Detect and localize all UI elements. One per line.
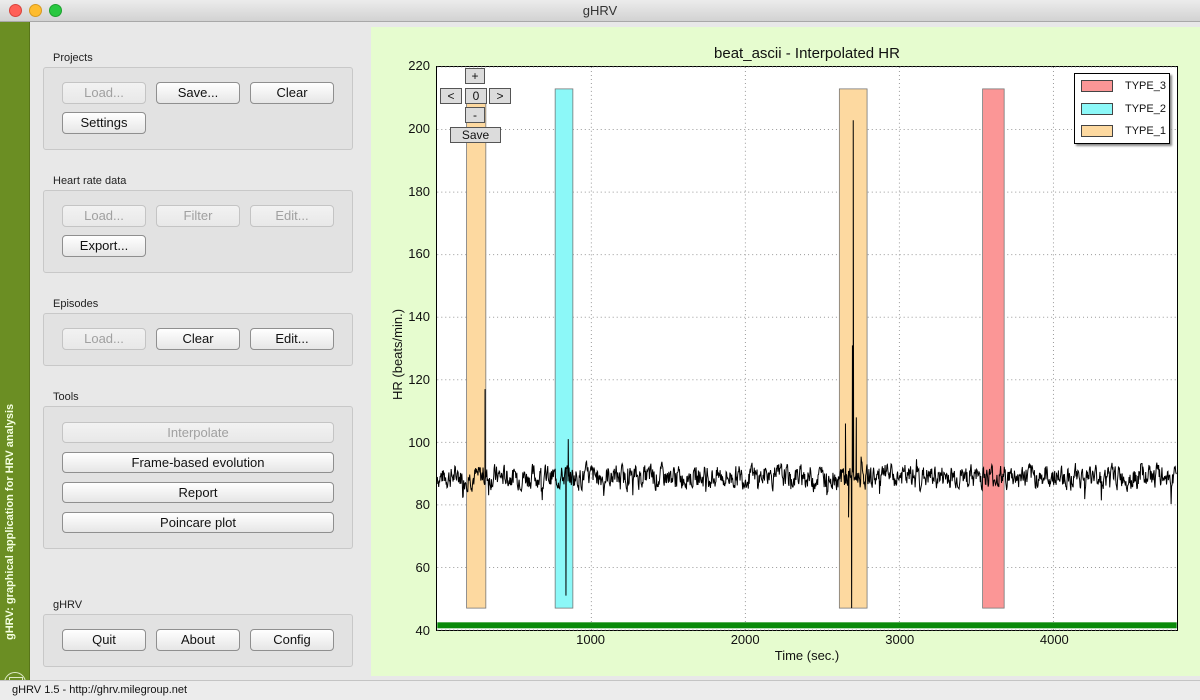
episode-band-type2: [554, 88, 574, 609]
hr-chart[interactable]: [436, 66, 1178, 631]
y-tick-label: 180: [408, 183, 430, 199]
hr-edit-button[interactable]: Edit...: [250, 205, 334, 227]
legend-swatch-type3: [1081, 80, 1113, 92]
episodes-load-button[interactable]: Load...: [62, 328, 146, 350]
projects-group: [43, 67, 353, 150]
baseline-band: [437, 622, 1177, 629]
x-tick-label: 1000: [576, 632, 606, 647]
episode-band-type1: [466, 88, 487, 609]
hr-filter-button[interactable]: Filter: [156, 205, 240, 227]
status-bar: gHRV 1.5 - http://ghrv.milegroup.net: [0, 680, 1200, 700]
y-tick-label: 220: [408, 58, 430, 73]
report-button[interactable]: Report: [62, 482, 334, 503]
y-tick-label: 200: [408, 120, 430, 136]
about-button[interactable]: About: [156, 629, 240, 651]
x-tick-label: 4000: [1039, 632, 1069, 647]
sidebar-strip: gHRV: graphical application for HRV anal…: [0, 22, 30, 694]
window-titlebar: gHRV: [0, 0, 1200, 22]
y-tick-label: 120: [408, 371, 430, 387]
y-tick-label: 40: [415, 623, 430, 638]
legend-label-type1: TYPE_1: [1125, 125, 1166, 137]
pan-right-button[interactable]: >: [489, 88, 511, 104]
legend-label-type3: TYPE_3: [1125, 80, 1166, 92]
legend-label-type2: TYPE_2: [1125, 103, 1166, 115]
sidebar-caption: gHRV: graphical application for HRV anal…: [4, 403, 16, 640]
minimize-window-button[interactable]: [29, 4, 42, 17]
zoom-out-button[interactable]: -: [465, 107, 485, 123]
quit-button[interactable]: Quit: [62, 629, 146, 651]
episodes-edit-button[interactable]: Edit...: [250, 328, 334, 350]
projects-clear-button[interactable]: Clear: [250, 82, 334, 104]
episodes-clear-button[interactable]: Clear: [156, 328, 240, 350]
tools-title: Tools: [53, 391, 79, 403]
projects-save-button[interactable]: Save...: [156, 82, 240, 104]
x-axis-label: Time (sec.): [774, 648, 840, 663]
settings-button[interactable]: Settings: [62, 112, 146, 134]
config-button[interactable]: Config: [250, 629, 334, 651]
hr-load-button[interactable]: Load...: [62, 205, 146, 227]
frame-based-evolution-button[interactable]: Frame-based evolution: [62, 452, 334, 473]
episode-band-type3: [982, 88, 1005, 609]
projects-title: Projects: [53, 52, 93, 64]
legend-swatch-type1: [1081, 125, 1113, 137]
y-tick-label: 60: [415, 560, 430, 576]
zoom-in-button[interactable]: +: [465, 68, 485, 84]
interpolate-button[interactable]: Interpolate: [62, 422, 334, 443]
heart-rate-group: [43, 190, 353, 273]
projects-load-button[interactable]: Load...: [62, 82, 146, 104]
y-tick-label: 80: [415, 497, 430, 513]
save-plot-button[interactable]: Save: [450, 127, 501, 143]
x-tick-label: 3000: [885, 632, 915, 647]
chart-legend: TYPE_3 TYPE_2 TYPE_1: [1074, 73, 1170, 144]
zoom-window-button[interactable]: [49, 4, 62, 17]
x-tick-label: 2000: [730, 632, 760, 647]
hr-export-button[interactable]: Export...: [62, 235, 146, 257]
y-tick-label: 140: [408, 309, 430, 325]
zoom-reset-button[interactable]: 0: [465, 88, 487, 104]
heart-rate-title: Heart rate data: [53, 175, 127, 187]
pan-left-button[interactable]: <: [440, 88, 462, 104]
y-tick-label: 100: [408, 434, 430, 450]
episodes-title: Episodes: [53, 298, 99, 310]
poincare-plot-button[interactable]: Poincare plot: [62, 512, 334, 533]
y-axis-label: HR (beats/min.): [390, 308, 405, 400]
hr-series-line: [436, 120, 1177, 609]
chart-title: beat_ascii - Interpolated HR: [714, 45, 900, 62]
close-window-button[interactable]: [9, 4, 22, 17]
ghrv-title: gHRV: [53, 599, 83, 611]
y-tick-label: 160: [408, 246, 430, 262]
legend-swatch-type2: [1081, 103, 1113, 115]
window-title: gHRV: [582, 3, 618, 18]
